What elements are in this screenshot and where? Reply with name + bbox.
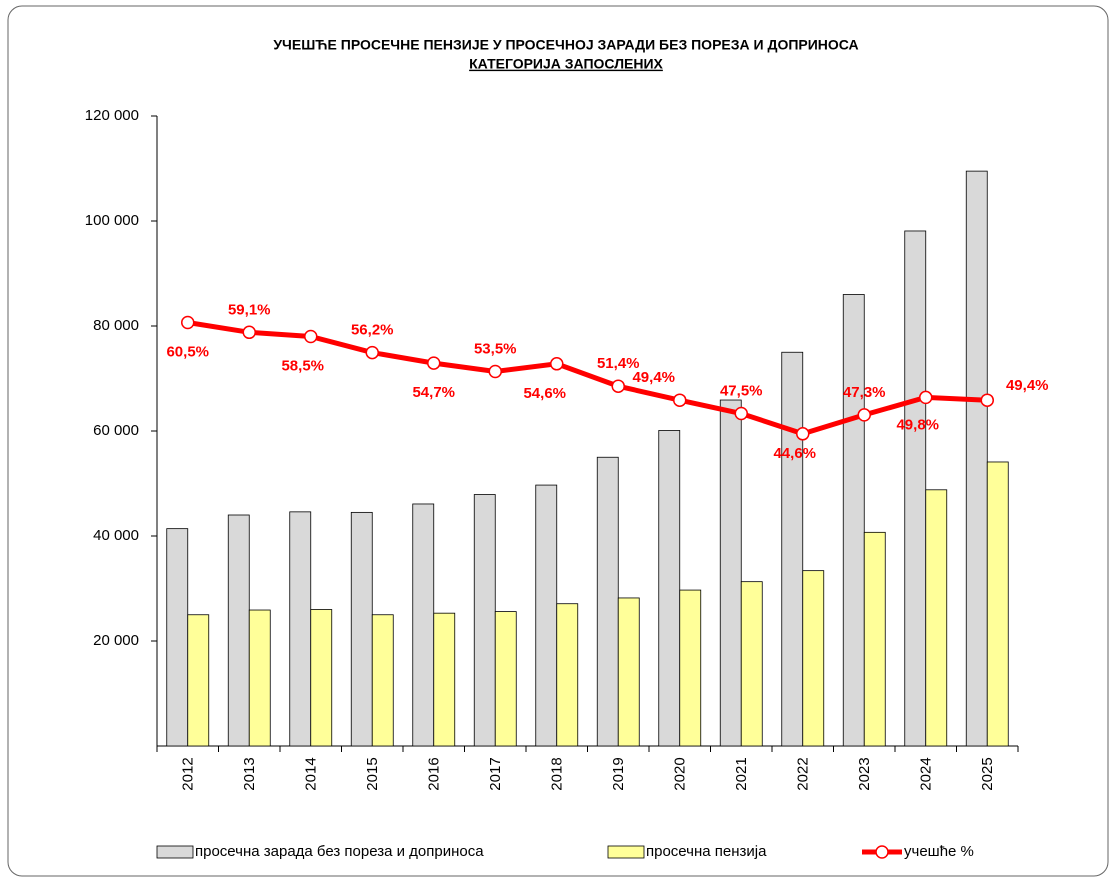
legend-label: учешће % xyxy=(904,843,974,860)
legend-label: просечна пензија xyxy=(646,843,767,860)
bar xyxy=(289,511,312,747)
bar xyxy=(658,430,681,747)
y-tick-label: 20 000 xyxy=(93,632,139,649)
y-tick-label: 80 000 xyxy=(93,317,139,334)
bar xyxy=(371,614,394,747)
value-label: 47,5% xyxy=(720,382,763,399)
value-label: 56,2% xyxy=(351,322,394,339)
line-marker xyxy=(673,393,687,407)
bar xyxy=(227,514,250,747)
value-label: 58,5% xyxy=(281,357,324,374)
x-tick-label: 2024 xyxy=(918,757,935,790)
line-marker xyxy=(734,406,748,421)
x-tick-label: 2020 xyxy=(672,757,689,790)
y-tick-label: 100 000 xyxy=(85,212,139,229)
value-label: 60,5% xyxy=(166,343,209,360)
legend-swatch xyxy=(607,845,645,859)
value-label: 49,4% xyxy=(632,369,675,386)
bar xyxy=(473,494,496,747)
line xyxy=(187,320,988,437)
bar xyxy=(187,614,210,747)
bar xyxy=(248,609,271,747)
bar xyxy=(596,456,619,747)
x-tick-label: 2015 xyxy=(364,757,381,790)
bar xyxy=(904,230,927,747)
bar xyxy=(740,581,763,747)
x-tick-label: 2013 xyxy=(241,757,258,790)
bar xyxy=(842,294,865,747)
line-marker xyxy=(365,345,379,360)
bar xyxy=(617,597,640,747)
x-tick-label: 2016 xyxy=(426,757,443,790)
x-tick-label: 2019 xyxy=(610,757,627,790)
line-marker xyxy=(980,393,994,407)
line-marker xyxy=(611,379,625,393)
bar xyxy=(412,503,435,747)
bar xyxy=(965,170,988,747)
legend-swatch xyxy=(156,845,194,859)
value-label: 54,7% xyxy=(412,384,455,401)
y-tick-label: 60 000 xyxy=(93,422,139,439)
x-tick-label: 2021 xyxy=(733,757,750,790)
legend-swatch xyxy=(875,845,889,859)
bar xyxy=(310,609,333,747)
bar xyxy=(986,461,1009,747)
legend-label: просечна зарада без пореза и доприноса xyxy=(195,843,484,860)
y-tick-label: 120 000 xyxy=(85,107,139,124)
line-marker xyxy=(304,329,318,344)
value-label: 59,1% xyxy=(228,301,271,318)
value-label: 44,6% xyxy=(773,445,816,462)
x-tick-label: 2022 xyxy=(795,757,812,790)
bar xyxy=(535,484,558,747)
bar xyxy=(433,612,456,747)
line-marker xyxy=(242,325,256,340)
bar xyxy=(781,351,804,747)
value-label: 53,5% xyxy=(474,340,517,357)
value-label: 54,6% xyxy=(523,385,566,402)
line-marker xyxy=(857,408,871,422)
bar xyxy=(802,570,825,747)
chart-title: УЧЕШЋЕ ПРОСЕЧНЕ ПЕНЗИЈЕ У ПРОСЕЧНОЈ ЗАРА… xyxy=(273,37,858,53)
line-marker xyxy=(427,356,441,370)
value-label: 49,4% xyxy=(1006,377,1049,394)
bar xyxy=(679,589,702,747)
x-tick-label: 2023 xyxy=(856,757,873,790)
value-label: 47,3% xyxy=(843,384,886,401)
frame xyxy=(7,5,1109,877)
bar xyxy=(166,528,189,747)
bar xyxy=(494,611,517,747)
value-label: 51,4% xyxy=(597,355,640,372)
chart-subtitle: КАТЕГОРИЈА ЗАПОСЛЕНИХ xyxy=(469,56,663,72)
line-marker xyxy=(550,357,564,371)
y-tick-label: 40 000 xyxy=(93,527,139,544)
bar xyxy=(863,531,886,747)
x-tick-label: 2025 xyxy=(979,757,996,790)
bar xyxy=(925,489,948,747)
value-label: 49,8% xyxy=(896,416,939,433)
x-tick-label: 2014 xyxy=(303,757,320,790)
bar xyxy=(350,511,373,747)
line-marker xyxy=(796,427,810,441)
x-tick-label: 2017 xyxy=(487,757,504,790)
bar xyxy=(556,603,579,747)
x-tick-label: 2012 xyxy=(180,757,197,790)
bar xyxy=(719,399,742,747)
line-marker xyxy=(181,315,195,330)
line-marker xyxy=(488,364,502,379)
x-tick-label: 2018 xyxy=(549,757,566,790)
line-marker xyxy=(919,390,933,405)
